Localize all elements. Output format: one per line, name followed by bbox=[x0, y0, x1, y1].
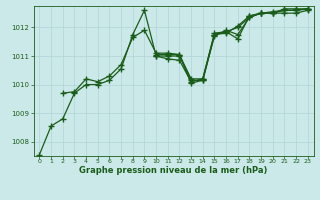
X-axis label: Graphe pression niveau de la mer (hPa): Graphe pression niveau de la mer (hPa) bbox=[79, 166, 268, 175]
